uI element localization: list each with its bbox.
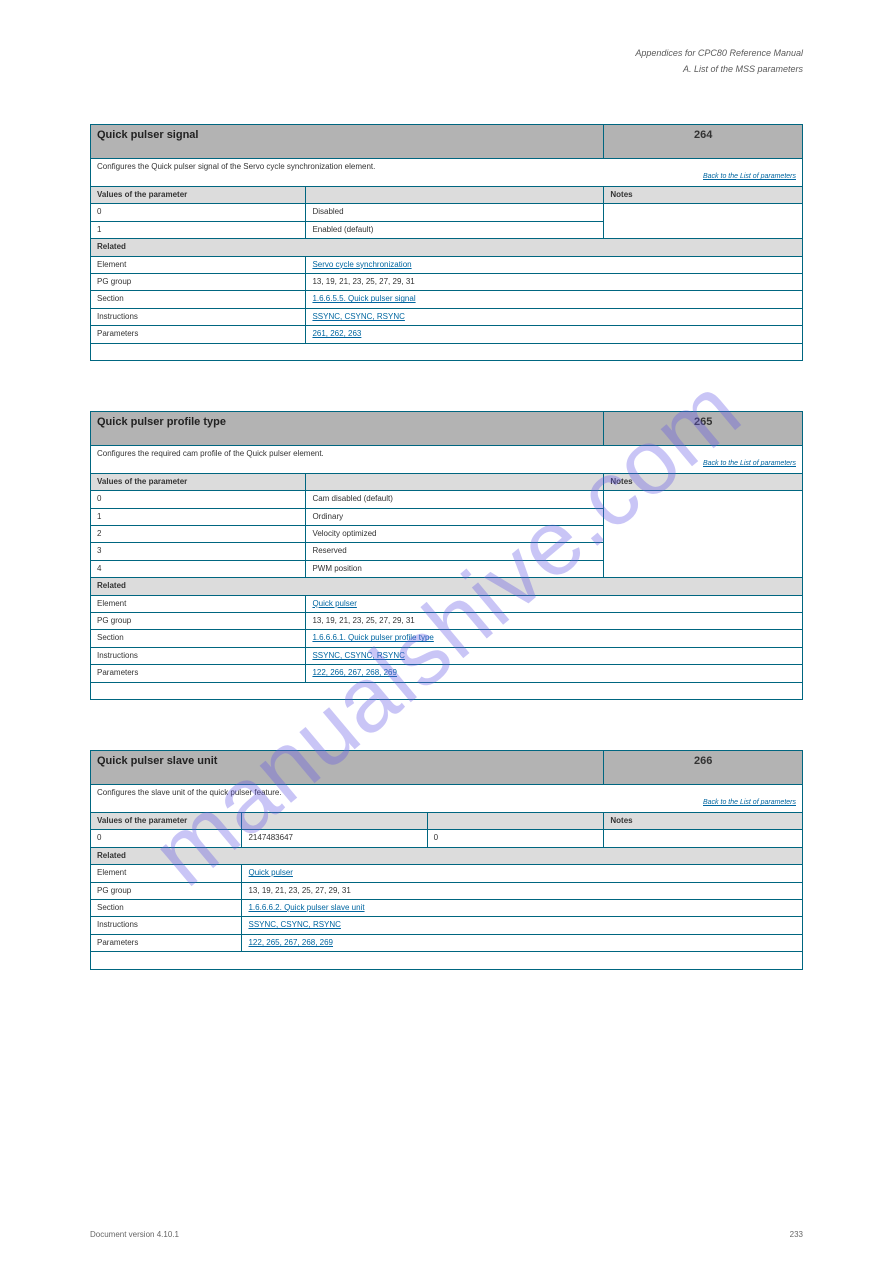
related-value: Quick pulser bbox=[306, 595, 803, 612]
related-label: Parameters bbox=[91, 934, 242, 951]
value-label: PWM position bbox=[306, 560, 604, 577]
max-value: 2147483647 bbox=[242, 830, 427, 847]
back-to-list-link[interactable]: Back to the List of parameters bbox=[703, 173, 796, 180]
related-label: Element bbox=[91, 256, 306, 273]
value-cell: 1 bbox=[91, 221, 306, 238]
parameters-link[interactable]: 261, 262, 263 bbox=[312, 329, 361, 338]
parameters-link[interactable]: 122, 265, 267, 268, 269 bbox=[248, 938, 333, 947]
related-value: 1.6.6.6.1. Quick pulser profile type bbox=[306, 630, 803, 647]
related-label: Section bbox=[91, 899, 242, 916]
section-link[interactable]: 1.6.6.6.2. Quick pulser slave unit bbox=[248, 903, 364, 912]
default-value: 0 bbox=[427, 830, 604, 847]
value-cell: 2 bbox=[91, 526, 306, 543]
related-label: Section bbox=[91, 291, 306, 308]
value-cell: 3 bbox=[91, 543, 306, 560]
values-header: Values of the parameter bbox=[91, 473, 306, 490]
value-label: Reserved bbox=[306, 543, 604, 560]
value-label: Cam disabled (default) bbox=[306, 491, 604, 508]
related-value: SSYNC, CSYNC, RSYNC bbox=[242, 917, 803, 934]
value-label: Enabled (default) bbox=[306, 221, 604, 238]
related-value: SSYNC, CSYNC, RSYNC bbox=[306, 647, 803, 664]
related-header: Related bbox=[91, 239, 803, 256]
related-value: SSYNC, CSYNC, RSYNC bbox=[306, 308, 803, 325]
notes-header: Notes bbox=[604, 187, 803, 204]
related-value: 261, 262, 263 bbox=[306, 326, 803, 343]
param-title: Quick pulser slave unit bbox=[91, 750, 604, 784]
notes-header: Notes bbox=[604, 812, 803, 829]
section-link[interactable]: 1.6.6.6.1. Quick pulser profile type bbox=[312, 633, 433, 642]
values-header: Values of the parameter bbox=[91, 812, 242, 829]
related-label: Instructions bbox=[91, 647, 306, 664]
instructions-link[interactable]: SSYNC, CSYNC, RSYNC bbox=[312, 312, 404, 321]
related-value: Quick pulser bbox=[242, 865, 803, 882]
value-cell: 1 bbox=[91, 508, 306, 525]
related-label: PG group bbox=[91, 882, 242, 899]
spacer-row bbox=[91, 952, 803, 969]
instructions-link[interactable]: SSYNC, CSYNC, RSYNC bbox=[248, 920, 340, 929]
param-table-266: Quick pulser slave unit 266 Configures t… bbox=[90, 750, 803, 970]
param-table-265: Quick pulser profile type 265 Configures… bbox=[90, 411, 803, 700]
value-cell: 0 bbox=[91, 204, 306, 221]
related-label: Parameters bbox=[91, 665, 306, 682]
spacer-row bbox=[91, 343, 803, 360]
related-value: 1.6.6.6.2. Quick pulser slave unit bbox=[242, 899, 803, 916]
related-value: 122, 266, 267, 268, 269 bbox=[306, 665, 803, 682]
related-label: Parameters bbox=[91, 326, 306, 343]
related-header: Related bbox=[91, 578, 803, 595]
related-value: Servo cycle synchronization bbox=[306, 256, 803, 273]
back-to-list-link[interactable]: Back to the List of parameters bbox=[703, 799, 796, 806]
related-label: PG group bbox=[91, 273, 306, 290]
related-value: 13, 19, 21, 23, 25, 27, 29, 31 bbox=[306, 613, 803, 630]
related-label: Instructions bbox=[91, 917, 242, 934]
related-header: Related bbox=[91, 847, 803, 864]
param-number: 265 bbox=[604, 411, 803, 445]
page-footer: Document version 4.10.1 233 bbox=[90, 1230, 803, 1239]
footer-version: Document version 4.10.1 bbox=[90, 1230, 179, 1239]
values-header: Values of the parameter bbox=[91, 187, 306, 204]
notes-cell bbox=[604, 491, 803, 578]
back-to-list-link[interactable]: Back to the List of parameters bbox=[703, 460, 796, 467]
value-label: Disabled bbox=[306, 204, 604, 221]
spacer-row bbox=[91, 682, 803, 699]
notes-header: Notes bbox=[604, 473, 803, 490]
param-table-264: Quick pulser signal 264 Configures the Q… bbox=[90, 124, 803, 361]
param-description: Configures the required cam profile of t… bbox=[91, 445, 803, 473]
related-value: 122, 265, 267, 268, 269 bbox=[242, 934, 803, 951]
section-link[interactable]: 1.6.6.5.5. Quick pulser signal bbox=[312, 294, 415, 303]
notes-cell bbox=[604, 830, 803, 847]
param-number: 264 bbox=[604, 125, 803, 159]
related-value: 13, 19, 21, 23, 25, 27, 29, 31 bbox=[306, 273, 803, 290]
footer-page-number: 233 bbox=[790, 1230, 803, 1239]
chapter-title: A. List of the MSS parameters bbox=[90, 64, 803, 74]
element-link[interactable]: Quick pulser bbox=[312, 599, 356, 608]
value-cell: 4 bbox=[91, 560, 306, 577]
instructions-link[interactable]: SSYNC, CSYNC, RSYNC bbox=[312, 651, 404, 660]
notes-cell bbox=[604, 204, 803, 239]
related-value: 13, 19, 21, 23, 25, 27, 29, 31 bbox=[242, 882, 803, 899]
min-value: 0 bbox=[91, 830, 242, 847]
parameters-link[interactable]: 122, 266, 267, 268, 269 bbox=[312, 668, 397, 677]
value-label: Ordinary bbox=[306, 508, 604, 525]
related-label: PG group bbox=[91, 613, 306, 630]
value-cell: 0 bbox=[91, 491, 306, 508]
related-label: Element bbox=[91, 595, 306, 612]
param-number: 266 bbox=[604, 750, 803, 784]
param-title: Quick pulser signal bbox=[91, 125, 604, 159]
param-title: Quick pulser profile type bbox=[91, 411, 604, 445]
param-description: Configures the Quick pulser signal of th… bbox=[91, 159, 803, 187]
related-label: Instructions bbox=[91, 308, 306, 325]
value-label: Velocity optimized bbox=[306, 526, 604, 543]
related-value: 1.6.6.5.5. Quick pulser signal bbox=[306, 291, 803, 308]
doc-title: Appendices for CPC80 Reference Manual bbox=[90, 48, 803, 58]
element-link[interactable]: Servo cycle synchronization bbox=[312, 260, 411, 269]
related-label: Element bbox=[91, 865, 242, 882]
related-label: Section bbox=[91, 630, 306, 647]
element-link[interactable]: Quick pulser bbox=[248, 868, 292, 877]
param-description: Configures the slave unit of the quick p… bbox=[91, 784, 803, 812]
